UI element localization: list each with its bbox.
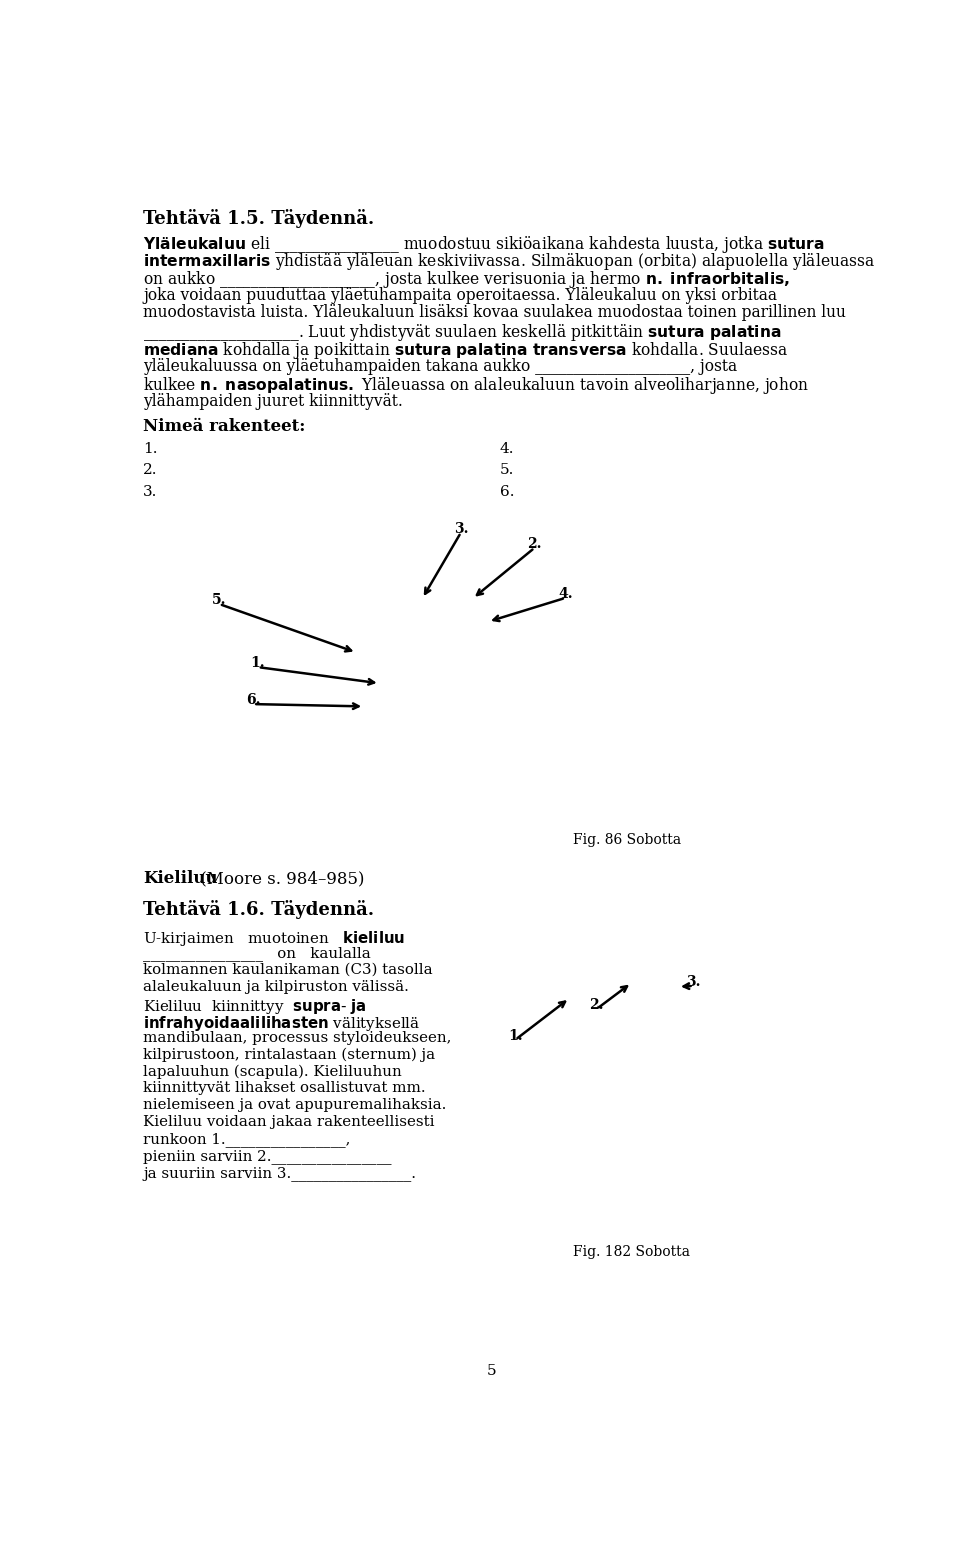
Text: 4.: 4. <box>559 587 573 601</box>
Text: 1.: 1. <box>251 657 265 671</box>
Text: Kieliluu: Kieliluu <box>143 871 218 888</box>
Text: alaleukaluun ja kilpiruston välissä.: alaleukaluun ja kilpiruston välissä. <box>143 981 409 994</box>
Text: 1.: 1. <box>143 441 157 455</box>
Text: 3.: 3. <box>454 522 468 536</box>
Text: 1.: 1. <box>508 1029 522 1042</box>
Text: Kieliluu  kiinnittyy  $\mathbf{supra\text{-}\ ja}$: Kieliluu kiinnittyy $\mathbf{supra\text{… <box>143 996 367 1016</box>
Text: ________________   on   kaulalla: ________________ on kaulalla <box>143 946 371 960</box>
Text: 6.: 6. <box>246 694 260 708</box>
Text: nielemiseen ja ovat apupuremalihaksia.: nielemiseen ja ovat apupuremalihaksia. <box>143 1098 446 1112</box>
Text: Kieliluu voidaan jakaa rakenteellisesti: Kieliluu voidaan jakaa rakenteellisesti <box>143 1115 435 1129</box>
Text: mandibulaan, processus styloideukseen,: mandibulaan, processus styloideukseen, <box>143 1030 451 1044</box>
Text: kiinnittyvät lihakset osallistuvat mm.: kiinnittyvät lihakset osallistuvat mm. <box>143 1081 426 1095</box>
Text: kolmannen kaulanikaman (C3) tasolla: kolmannen kaulanikaman (C3) tasolla <box>143 963 433 977</box>
Text: $\mathbf{Yläleukaluu}$ eli ________________ muodostuu sikiöaikana kahdesta luust: $\mathbf{Yläleukaluu}$ eli _____________… <box>143 234 825 254</box>
Text: kulkee $\mathbf{n.\ nasopalatinus.}$ Yläleuassa on alaleukaluun tavoin alveoliha: kulkee $\mathbf{n.\ nasopalatinus.}$ Ylä… <box>143 375 809 397</box>
Text: (Moore s. 984–985): (Moore s. 984–985) <box>195 871 365 888</box>
Text: ja suuriin sarviin 3.________________.: ja suuriin sarviin 3.________________. <box>143 1166 417 1180</box>
Text: 5.: 5. <box>500 463 515 477</box>
Text: Fig. 86 Sobotta: Fig. 86 Sobotta <box>573 833 682 847</box>
Text: Tehtävä 1.5. Täydennä.: Tehtävä 1.5. Täydennä. <box>143 209 374 228</box>
Text: ylähampaiden juuret kiinnittyvät.: ylähampaiden juuret kiinnittyvät. <box>143 393 403 410</box>
Text: 3.: 3. <box>686 976 701 990</box>
Text: pieniin sarviin 2.________________: pieniin sarviin 2.________________ <box>143 1149 392 1163</box>
Text: Nimeä rakenteet:: Nimeä rakenteet: <box>143 418 305 435</box>
Text: Fig. 182 Sobotta: Fig. 182 Sobotta <box>573 1245 690 1259</box>
Text: muodostavista luista. Yläleukaluun lisäksi kovaa suulakea muodostaa toinen paril: muodostavista luista. Yläleukaluun lisäk… <box>143 305 846 322</box>
Text: 5.: 5. <box>212 593 227 607</box>
Text: kilpirustoon, rintalastaan (sternum) ja: kilpirustoon, rintalastaan (sternum) ja <box>143 1047 436 1063</box>
Text: 2.: 2. <box>143 463 157 477</box>
Text: 5: 5 <box>487 1365 497 1379</box>
Text: 3.: 3. <box>143 485 157 499</box>
Text: runkoon 1.________________,: runkoon 1.________________, <box>143 1132 350 1148</box>
Text: Tehtävä 1.6. Täydennä.: Tehtävä 1.6. Täydennä. <box>143 900 374 919</box>
Text: ____________________. Luut yhdistyvät suulaen keskellä pitkittäin $\mathbf{sutur: ____________________. Luut yhdistyvät su… <box>143 322 781 344</box>
Text: $\mathbf{mediana}$ kohdalla ja poikittain $\mathbf{sutura\ palatina\ transversa}: $\mathbf{mediana}$ kohdalla ja poikittai… <box>143 339 789 361</box>
Text: 2.: 2. <box>527 538 541 551</box>
Text: 4.: 4. <box>500 441 515 455</box>
Text: 6.: 6. <box>500 485 515 499</box>
Text: yläleukaluussa on yläetuhampaiden takana aukko ____________________, josta: yläleukaluussa on yläetuhampaiden takana… <box>143 358 737 375</box>
Text: U-kirjaimen   muotoinen   $\mathbf{kieliluu}$: U-kirjaimen muotoinen $\mathbf{kieliluu}… <box>143 929 405 948</box>
Text: $\mathbf{intermaxillaris}$ yhdistää yläleuan keskiviivassa. Silmäkuopan (orbita): $\mathbf{intermaxillaris}$ yhdistää yläl… <box>143 251 876 273</box>
Text: $\mathbf{infrahyoidaalilihasten}$ välityksellä: $\mathbf{infrahyoidaalilihasten}$ välity… <box>143 1013 420 1033</box>
Text: joka voidaan puuduttaa yläetuhampaita operoitaessa. Yläleukaluu on yksi orbitaa: joka voidaan puuduttaa yläetuhampaita op… <box>143 287 778 304</box>
Text: 2.: 2. <box>589 998 604 1011</box>
Text: lapaluuhun (scapula). Kieliluuhun: lapaluuhun (scapula). Kieliluuhun <box>143 1064 402 1078</box>
Text: on aukko ____________________, josta kulkee verisuonia ja hermo $\mathbf{n.\ inf: on aukko ____________________, josta kul… <box>143 270 790 290</box>
